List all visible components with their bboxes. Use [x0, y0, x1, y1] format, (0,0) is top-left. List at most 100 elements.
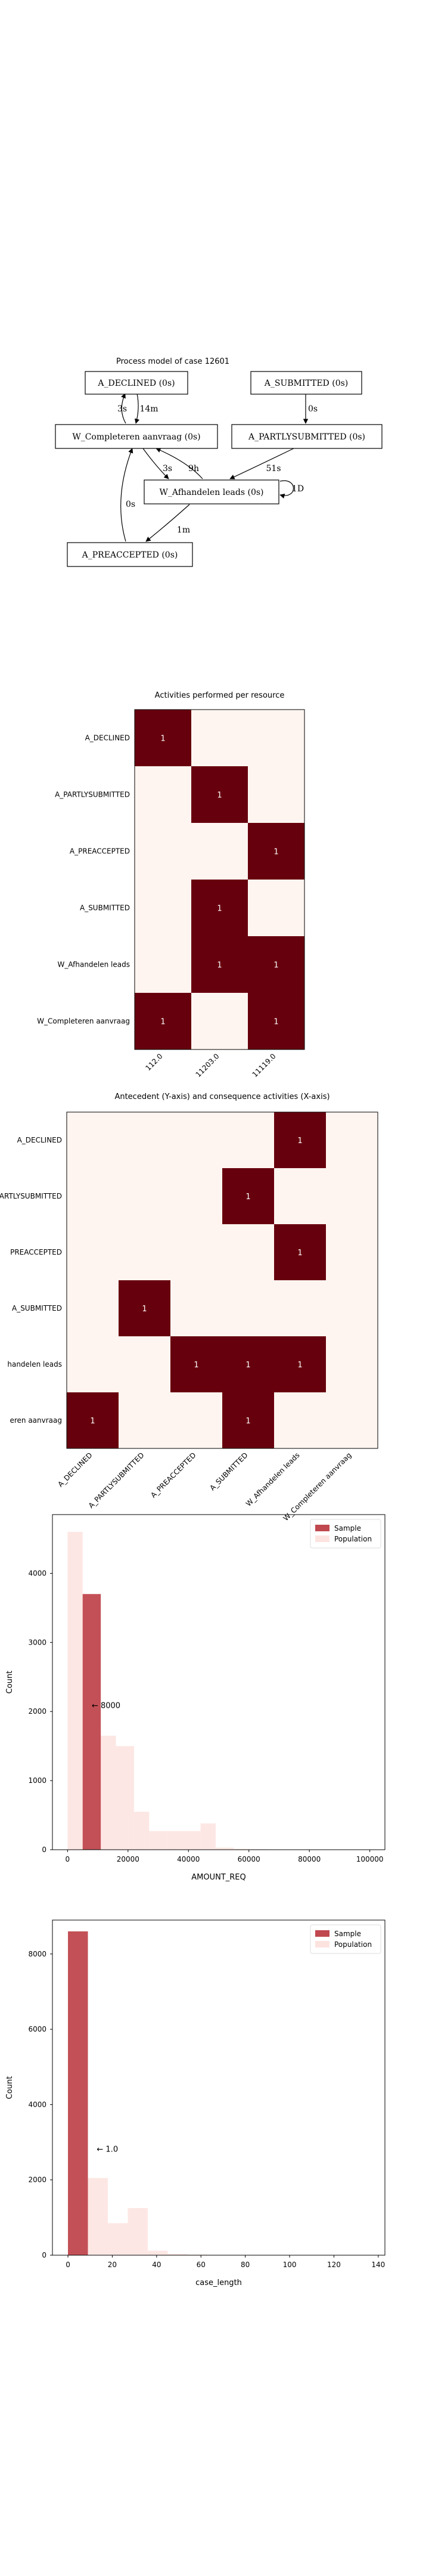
heatmap-cell — [191, 936, 248, 993]
heatmap-cell — [274, 1280, 327, 1337]
y-tick-label: handelen leads — [7, 1360, 62, 1368]
y-tick-label: 1000 — [28, 1776, 46, 1785]
y-tick-label: A_PARTLYSUBMITTED — [55, 791, 130, 799]
cell-value: 1 — [273, 961, 278, 970]
heatmap-cell — [67, 1112, 119, 1169]
x-tick-label: 0 — [66, 2261, 70, 2269]
heatmap-cell — [274, 1112, 327, 1169]
edge-label: 51s — [266, 464, 281, 473]
y-tick-label: 8000 — [28, 1950, 46, 1958]
y-tick-label: A_PREACCEPTED — [70, 847, 130, 856]
sample-bar — [68, 1931, 88, 2255]
y-tick-label: 0 — [42, 1846, 46, 1854]
population-bar — [200, 1823, 216, 1850]
heatmap-cell — [135, 710, 192, 767]
process-model-title: Process model of case 12601 — [116, 357, 229, 366]
graph-node-submitted: A_SUBMITTED (0s) — [250, 371, 362, 395]
y-tick-label: 2000 — [28, 2176, 46, 2184]
graph-node-wafh: W_Afhandelen leads (0s) — [144, 479, 279, 504]
heatmap-cell — [191, 880, 248, 937]
population-bar — [147, 2250, 168, 2255]
heatmap-cell — [326, 1280, 378, 1337]
heatmap-cell — [67, 1168, 119, 1225]
population-bar — [116, 1746, 134, 1850]
heatmap-cell — [191, 766, 248, 823]
y-tick-label: A_SUBMITTED — [12, 1304, 62, 1312]
cell-value: 1 — [160, 735, 165, 744]
heatmap-cell — [191, 710, 248, 767]
edge-label: 1m — [177, 525, 190, 535]
annotation: ← 8000 — [92, 1701, 120, 1710]
x-tick-label: 100000 — [356, 1855, 384, 1863]
heatmap-cell — [135, 823, 192, 880]
x-tick-label: 120 — [327, 2261, 341, 2269]
edge-label: 9h — [188, 464, 199, 473]
x-tick-label: 0 — [66, 1855, 70, 1863]
annotation: ← 1.0 — [97, 2145, 118, 2154]
population-bar — [167, 1831, 183, 1850]
heatmap-cell — [248, 936, 305, 993]
heatmap-cell — [135, 993, 192, 1050]
heatmap-cell — [119, 1224, 171, 1281]
y-tick-label: 3000 — [28, 1638, 46, 1646]
x-tick-label: 112.0 — [144, 1052, 164, 1072]
legend-label: Sample — [334, 1524, 361, 1532]
node-label: A_DECLINED (0s) — [97, 379, 175, 388]
graph-node-preacc: A_PREACCEPTED (0s) — [67, 542, 193, 567]
heatmap-cell — [119, 1168, 171, 1225]
heatmap-cell — [248, 823, 305, 880]
heatmap-cell — [248, 710, 305, 767]
legend-swatch — [315, 1535, 329, 1542]
edge-label: 14m — [139, 404, 158, 414]
x-tick-label: 60000 — [238, 1855, 260, 1863]
heatmap-cell — [191, 823, 248, 880]
cell-value: 1 — [245, 1417, 250, 1426]
heatmap-cell — [191, 993, 248, 1050]
population-bar — [101, 1735, 116, 1850]
population-bar — [149, 1831, 167, 1850]
edge-wafh-wcomp — [156, 448, 203, 479]
x-tick-label: W_Afhandelen leads — [244, 1451, 301, 1508]
heatmap-cell — [248, 880, 305, 937]
heatmap-cell — [222, 1336, 275, 1393]
cell-value: 1 — [142, 1305, 147, 1314]
x-tick-label: 80000 — [298, 1855, 321, 1863]
heatmap-cell — [248, 766, 305, 823]
cell-value: 1 — [217, 905, 222, 914]
x-tick-label: A_PARTLYSUBMITTED — [87, 1451, 146, 1510]
y-tick-label: 4000 — [28, 2100, 46, 2109]
edge-preacc-wcomp — [120, 448, 133, 542]
y-tick-label: 6000 — [28, 2025, 46, 2033]
y-tick-label: W_Completeren aanvraag — [37, 1017, 130, 1026]
x-tick-label: 11203.0 — [194, 1052, 221, 1079]
graph-edges — [120, 393, 309, 542]
cell-value: 1 — [160, 1018, 165, 1027]
heatmap-cell — [135, 936, 192, 993]
x-tick-label: 100 — [283, 2261, 297, 2269]
y-axis-label: Count — [5, 2076, 14, 2100]
legend-label: Population — [334, 1940, 372, 1949]
y-tick-label: 4000 — [28, 1569, 46, 1577]
node-label: W_Completeren aanvraag (0s) — [72, 432, 200, 442]
heatmap-cell — [170, 1336, 223, 1393]
edge-label: 3s — [117, 404, 127, 414]
cell-value: 1 — [217, 961, 222, 970]
population-bar — [128, 2208, 148, 2255]
x-tick-label: 11119.0 — [251, 1052, 278, 1079]
chart-title: Activities performed per resource — [155, 691, 285, 700]
cell-value: 1 — [245, 1361, 250, 1370]
x-tick-label: 20 — [108, 2261, 117, 2269]
heatmap-cell — [135, 880, 192, 937]
y-tick-label: 0 — [42, 2251, 46, 2259]
population-bar — [167, 2254, 188, 2255]
cell-value: 1 — [217, 791, 222, 800]
legend-label: Population — [334, 1535, 372, 1543]
cell-value: 1 — [297, 1137, 302, 1145]
process-model-graph: Process model of case 12601 3s 14m 0s 3s… — [55, 357, 383, 567]
cell-value: 1 — [297, 1249, 302, 1258]
heatmap-cell — [274, 1336, 327, 1393]
heatmap-cell — [170, 1112, 223, 1169]
sample-bar — [82, 1594, 101, 1850]
population-bar — [88, 2178, 108, 2255]
